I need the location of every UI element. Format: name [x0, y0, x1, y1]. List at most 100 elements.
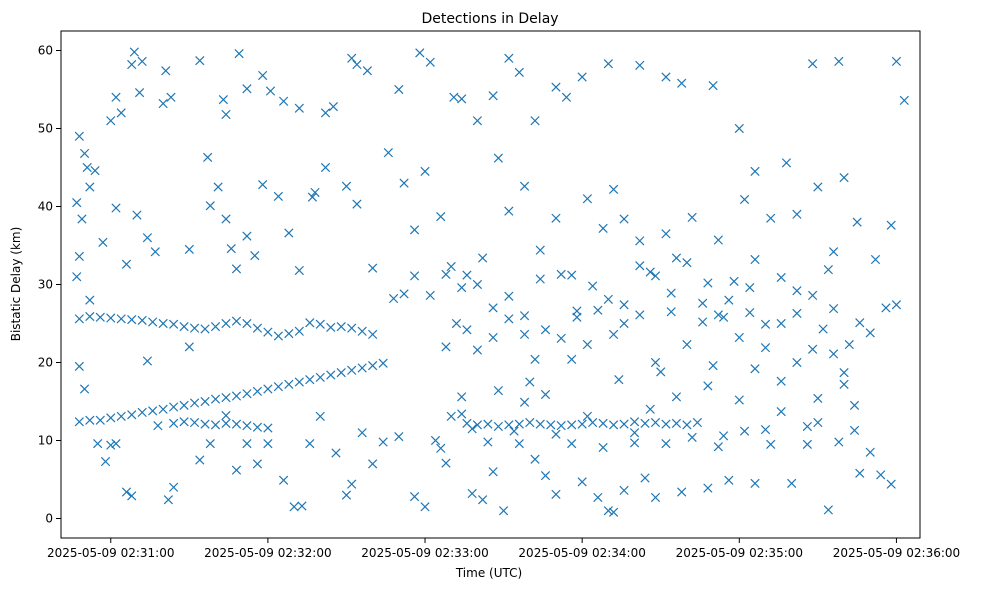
data-point [530, 354, 540, 365]
data-point [750, 364, 760, 374]
data-point [567, 270, 577, 280]
data-point [588, 281, 598, 291]
data-point [242, 438, 252, 449]
data-point [577, 419, 587, 429]
data-point [514, 67, 524, 77]
data-point [121, 259, 132, 269]
data-point [326, 322, 336, 333]
data-point [234, 48, 244, 59]
y-axis-label: Bistatic Delay (km) [9, 227, 23, 342]
data-point [74, 417, 84, 427]
data-point [347, 479, 357, 489]
data-point [808, 344, 818, 354]
data-point [82, 162, 92, 173]
data-point [645, 404, 655, 414]
data-point [72, 197, 82, 208]
data-point [792, 286, 802, 296]
data-point [116, 108, 126, 118]
data-point [760, 319, 771, 329]
data-point [802, 421, 813, 432]
data-point [441, 269, 451, 279]
data-point [263, 384, 273, 394]
data-point [137, 56, 147, 67]
data-point [336, 368, 346, 378]
data-point [134, 87, 145, 98]
data-point [828, 304, 839, 314]
data-point [111, 438, 121, 449]
data-point [273, 191, 283, 201]
data-point [661, 229, 671, 239]
data-point [619, 214, 629, 224]
data-point [446, 261, 456, 272]
data-point [776, 376, 786, 386]
x-tick-label: 2025-05-09 02:33:00 [361, 546, 488, 560]
data-point [488, 467, 498, 477]
data-point [294, 326, 304, 336]
data-point [278, 475, 289, 485]
data-point [357, 326, 367, 336]
data-point [409, 492, 420, 502]
data-point [635, 236, 645, 246]
data-point [72, 272, 82, 282]
data-point [577, 72, 587, 82]
data-point [137, 315, 147, 326]
data-point [252, 323, 263, 333]
data-point [509, 426, 519, 436]
data-point [357, 363, 367, 373]
data-point [760, 343, 771, 353]
data-point [226, 243, 236, 254]
data-point [111, 92, 121, 102]
data-point [708, 360, 718, 371]
data-point [718, 431, 729, 441]
data-point [478, 495, 488, 505]
data-point [221, 418, 231, 428]
data-point [608, 420, 619, 430]
data-point [79, 148, 90, 159]
data-point [865, 328, 875, 338]
y-tick-label: 50 [38, 122, 53, 136]
data-point [420, 166, 430, 177]
data-point [703, 483, 713, 493]
data-point [213, 182, 223, 192]
data-point [252, 386, 263, 396]
data-point [808, 290, 818, 301]
data-point [802, 439, 813, 450]
data-point [294, 377, 304, 387]
data-point [677, 487, 687, 497]
data-point [378, 437, 388, 447]
data-point [567, 438, 577, 449]
data-point [787, 478, 797, 489]
data-point [739, 194, 750, 205]
data-point [310, 187, 320, 198]
data-point [713, 310, 723, 320]
data-point [619, 300, 629, 310]
data-point [766, 439, 776, 450]
data-point [116, 411, 126, 421]
data-point [231, 316, 242, 326]
data-point [127, 59, 137, 70]
data-point [818, 324, 828, 334]
data-point [221, 109, 231, 120]
data-point [77, 214, 87, 224]
x-tick-label: 2025-05-09 02:34:00 [518, 546, 645, 560]
data-point [776, 272, 786, 283]
data-point [394, 431, 404, 442]
data-point [265, 86, 276, 96]
data-point [540, 389, 551, 400]
data-point [305, 318, 315, 328]
data-point [98, 237, 108, 248]
x-tick-label: 2025-05-09 02:35:00 [676, 546, 803, 560]
data-point [362, 66, 373, 76]
data-point [792, 209, 802, 219]
data-point [242, 318, 252, 329]
data-point [745, 282, 755, 293]
data-point [129, 47, 139, 57]
data-point [441, 342, 451, 352]
data-point [161, 66, 171, 76]
data-point [127, 491, 137, 501]
data-point [608, 184, 619, 194]
data-point [168, 402, 179, 412]
data-point [252, 459, 263, 469]
data-point [168, 418, 179, 428]
x-tick-label: 2025-05-09 02:31:00 [47, 546, 174, 560]
